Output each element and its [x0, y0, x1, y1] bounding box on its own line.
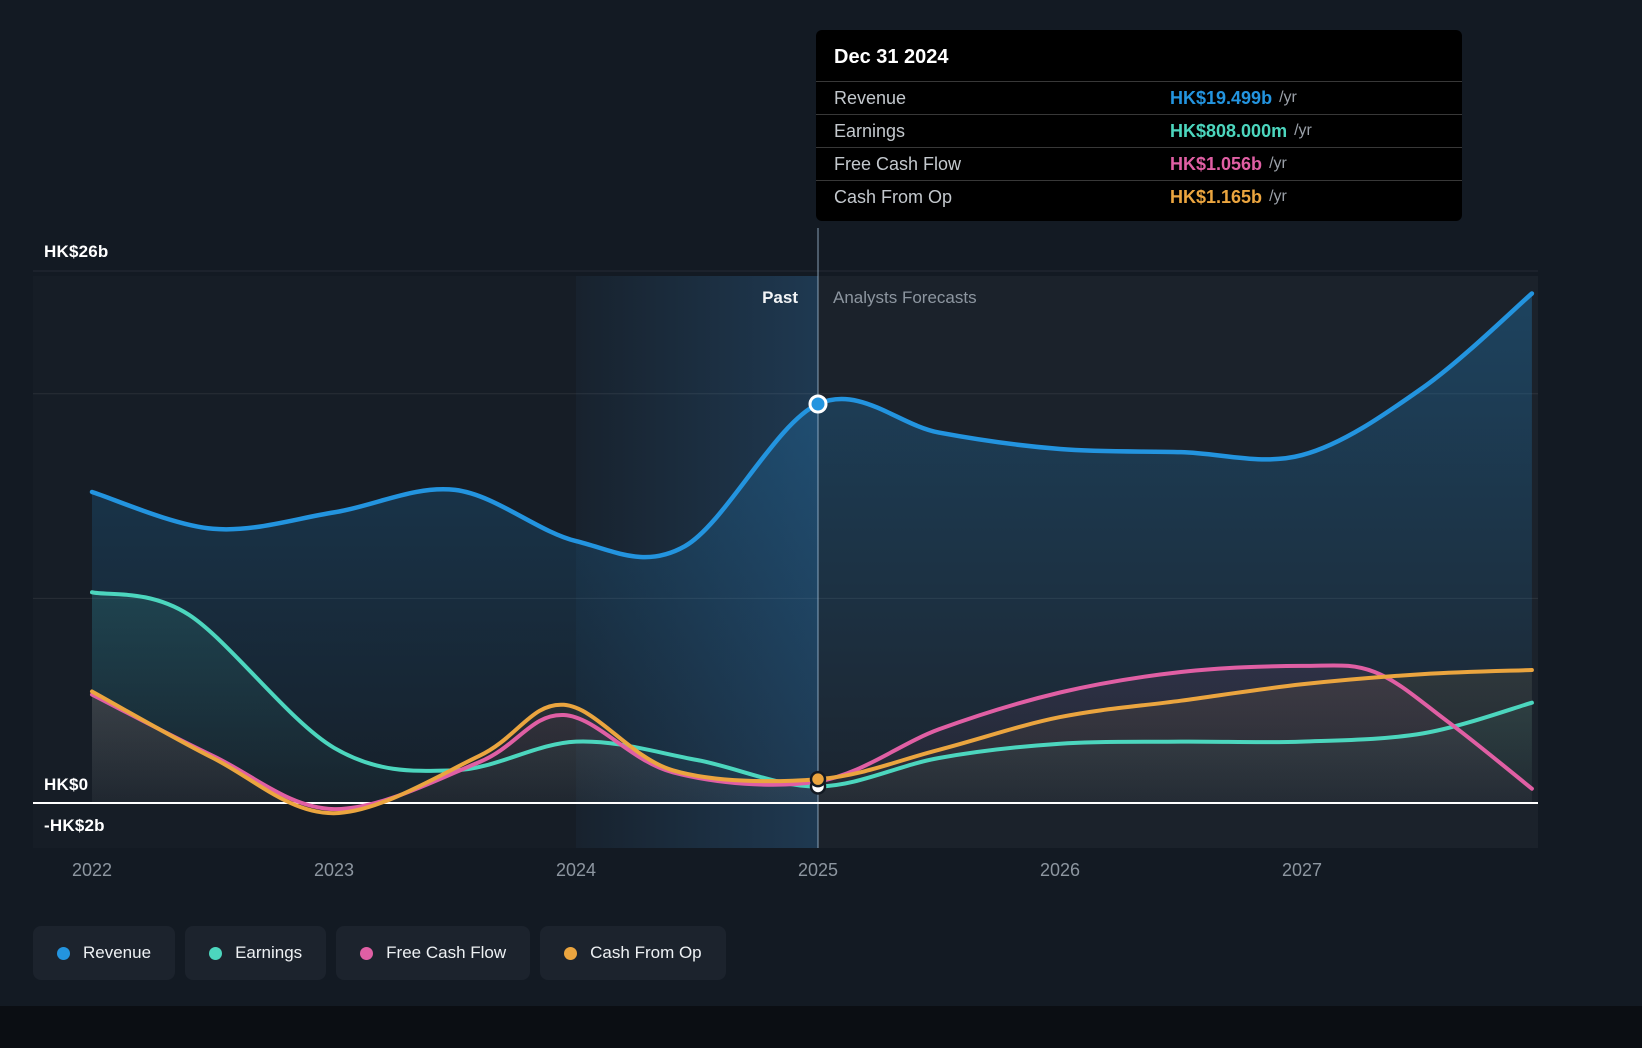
legend-item-earnings[interactable]: Earnings — [185, 926, 327, 980]
x-tick-2027: 2027 — [1281, 860, 1323, 880]
y-axis-label-neg2b: -HK$2b — [44, 816, 105, 835]
tooltip-suffix: /yr — [1269, 155, 1287, 172]
bottom-bar — [0, 1006, 1642, 1048]
tooltip-row-free-cash-flow: Free Cash Flow HK$1.056b /yr — [816, 147, 1462, 180]
data-tooltip: Dec 31 2024 Revenue HK$19.499b /yr Earni… — [816, 30, 1462, 221]
tooltip-row-cash-from-op: Cash From Op HK$1.165b /yr — [816, 180, 1462, 213]
legend-dot — [360, 946, 374, 960]
tooltip-row-earnings: Earnings HK$808.000m /yr — [816, 114, 1462, 147]
x-axis: 2022 2023 2024 2025 2026 2027 — [0, 860, 1642, 886]
x-tick-2025: 2025 — [797, 860, 839, 880]
tooltip-value: HK$1.165b — [1170, 186, 1263, 207]
tooltip-label: Earnings — [834, 120, 906, 141]
legend-label: Revenue — [83, 943, 152, 962]
legend-label: Earnings — [235, 943, 303, 962]
tooltip-suffix: /yr — [1279, 89, 1297, 106]
x-tick-2023: 2023 — [313, 860, 355, 880]
legend-item-cash-from-op[interactable]: Cash From Op — [540, 926, 726, 980]
legend-dot — [209, 946, 223, 960]
analysts-forecasts-label: Analysts Forecasts — [833, 288, 977, 307]
marker-revenue[interactable] — [808, 394, 828, 414]
legend-dot — [564, 946, 578, 960]
tooltip-value: HK$1.056b — [1170, 153, 1263, 174]
legend-label: Free Cash Flow — [386, 943, 507, 962]
y-axis-label-26b: HK$26b — [44, 242, 109, 261]
tooltip-date: Dec 31 2024 — [834, 46, 949, 68]
past-label: Past — [762, 288, 798, 307]
tooltip-label: Cash From Op — [834, 186, 953, 207]
x-tick-2022: 2022 — [71, 860, 113, 880]
tooltip-value: HK$808.000m — [1170, 120, 1288, 141]
tooltip-value: HK$19.499b — [1170, 87, 1273, 108]
legend-dot — [57, 946, 70, 960]
y-axis-label-0: HK$0 — [44, 775, 89, 794]
tooltip-row-revenue: Revenue HK$19.499b /yr — [816, 81, 1462, 114]
legend-item-revenue[interactable]: Revenue — [33, 926, 176, 980]
legend-item-free-cash-flow[interactable]: Free Cash Flow — [336, 926, 531, 980]
x-tick-2026: 2026 — [1039, 860, 1081, 880]
tooltip-suffix: /yr — [1269, 188, 1287, 205]
marker-cash-from-op[interactable] — [809, 770, 827, 788]
tooltip-label: Free Cash Flow — [834, 153, 962, 174]
legend-label: Cash From Op — [590, 943, 702, 962]
tooltip-label: Revenue — [834, 87, 907, 108]
area-cash-from-op — [92, 670, 1532, 814]
tooltip-suffix: /yr — [1294, 122, 1312, 139]
chart-legend: Revenue Earnings Free Cash Flow Cash From O… — [33, 926, 726, 980]
x-tick-2024: 2024 — [555, 860, 597, 880]
